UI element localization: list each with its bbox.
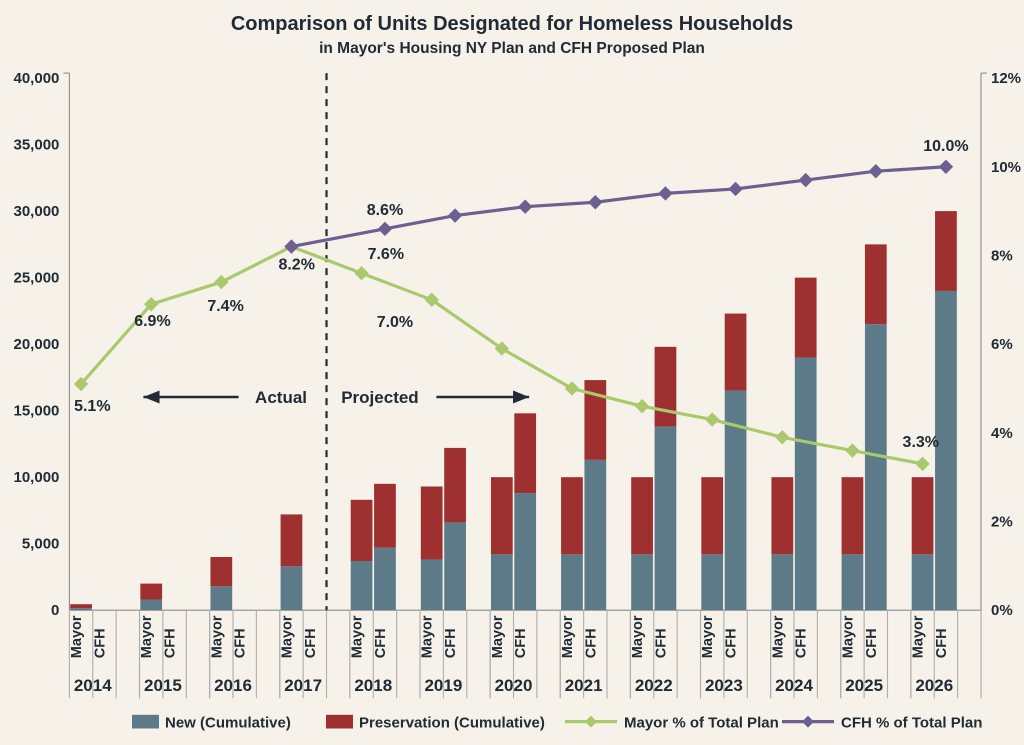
svg-text:Mayor: Mayor — [770, 615, 786, 658]
svg-text:Mayor: Mayor — [911, 615, 927, 658]
svg-text:CFH: CFH — [92, 628, 108, 658]
svg-text:2017: 2017 — [284, 676, 322, 695]
svg-text:4%: 4% — [991, 425, 1013, 442]
svg-text:Mayor % of Total Plan: Mayor % of Total Plan — [624, 715, 779, 732]
svg-text:CFH: CFH — [583, 628, 599, 658]
svg-text:Mayor: Mayor — [279, 615, 295, 658]
svg-text:40,000: 40,000 — [14, 70, 60, 87]
svg-text:25,000: 25,000 — [14, 270, 60, 287]
svg-text:8.6%: 8.6% — [367, 202, 403, 219]
svg-text:6.9%: 6.9% — [134, 313, 170, 330]
svg-text:New (Cumulative): New (Cumulative) — [165, 715, 291, 732]
svg-text:6%: 6% — [991, 336, 1013, 353]
svg-text:2015: 2015 — [144, 676, 182, 695]
svg-text:10,000: 10,000 — [14, 469, 60, 486]
svg-text:7.4%: 7.4% — [207, 298, 243, 315]
svg-text:7.0%: 7.0% — [377, 314, 413, 331]
svg-text:CFH: CFH — [513, 628, 529, 658]
svg-text:2026: 2026 — [915, 676, 953, 695]
svg-text:CFH: CFH — [794, 628, 810, 658]
svg-text:Mayor: Mayor — [700, 615, 716, 658]
svg-text:7.6%: 7.6% — [368, 246, 404, 263]
svg-text:Mayor: Mayor — [350, 615, 366, 658]
svg-text:Mayor: Mayor — [209, 615, 225, 658]
svg-text:CFH: CFH — [934, 628, 950, 658]
svg-text:10%: 10% — [991, 159, 1021, 176]
svg-text:2016: 2016 — [214, 676, 252, 695]
svg-text:CFH: CFH — [443, 628, 459, 658]
svg-text:10.0%: 10.0% — [923, 138, 968, 155]
svg-text:in Mayor's Housing NY Plan and: in Mayor's Housing NY Plan and CFH Propo… — [319, 40, 705, 57]
svg-text:3.3%: 3.3% — [903, 434, 939, 451]
svg-text:30,000: 30,000 — [14, 203, 60, 220]
svg-text:Comparison of Units Designated: Comparison of Units Designated for Homel… — [231, 13, 793, 35]
svg-text:Mayor: Mayor — [630, 615, 646, 658]
svg-text:Mayor: Mayor — [139, 615, 155, 658]
svg-text:2025: 2025 — [845, 676, 883, 695]
svg-text:CFH: CFH — [373, 628, 389, 658]
svg-text:CFH % of Total Plan: CFH % of Total Plan — [841, 715, 982, 732]
svg-text:2021: 2021 — [565, 676, 603, 695]
svg-text:0: 0 — [51, 602, 59, 619]
svg-text:CFH: CFH — [724, 628, 740, 658]
svg-text:8.2%: 8.2% — [278, 257, 314, 274]
svg-text:8%: 8% — [991, 247, 1013, 264]
svg-text:0%: 0% — [991, 602, 1013, 619]
svg-text:2018: 2018 — [354, 676, 392, 695]
svg-text:Mayor: Mayor — [69, 615, 85, 658]
svg-text:Mayor: Mayor — [560, 615, 576, 658]
svg-text:CFH: CFH — [233, 628, 249, 658]
svg-text:CFH: CFH — [163, 628, 179, 658]
svg-text:2019: 2019 — [424, 676, 462, 695]
svg-text:CFH: CFH — [864, 628, 880, 658]
svg-text:Actual: Actual — [255, 388, 307, 407]
svg-text:2020: 2020 — [495, 676, 533, 695]
svg-text:CFH: CFH — [653, 628, 669, 658]
svg-text:Preservation (Cumulative): Preservation (Cumulative) — [359, 715, 545, 732]
svg-text:15,000: 15,000 — [14, 403, 60, 420]
svg-text:Mayor: Mayor — [840, 615, 856, 658]
svg-text:12%: 12% — [991, 70, 1021, 87]
svg-text:2024: 2024 — [775, 676, 813, 695]
svg-text:35,000: 35,000 — [14, 137, 60, 154]
svg-text:2%: 2% — [991, 514, 1013, 531]
svg-text:2022: 2022 — [635, 676, 673, 695]
svg-text:20,000: 20,000 — [14, 336, 60, 353]
svg-text:Projected: Projected — [341, 388, 418, 407]
svg-text:2023: 2023 — [705, 676, 743, 695]
svg-text:2014: 2014 — [74, 676, 112, 695]
svg-text:Mayor: Mayor — [490, 615, 506, 658]
svg-text:5.1%: 5.1% — [74, 398, 110, 415]
svg-text:5,000: 5,000 — [22, 536, 60, 553]
svg-text:CFH: CFH — [303, 628, 319, 658]
svg-text:Mayor: Mayor — [420, 615, 436, 658]
